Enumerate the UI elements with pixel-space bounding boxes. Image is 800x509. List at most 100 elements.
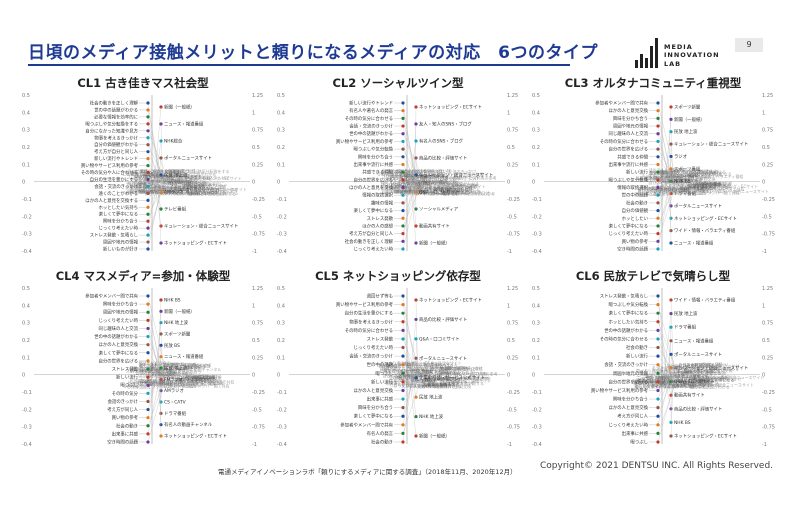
left-callout-label: 自分の世界を広げる (608, 146, 648, 153)
left-axis-tick: 0 (22, 180, 25, 186)
right-callout-label: ドラマ番組 (674, 190, 697, 197)
cluster-label: 世の中の話題 (399, 371, 423, 377)
callout-marker (401, 363, 405, 367)
cluster-label: 世の中の話題がわかる (439, 181, 479, 187)
left-callout-label: 興味を分かち合う (358, 404, 393, 411)
cluster-label: 会話のきっかけ (135, 369, 163, 375)
right-axis-tick: 1 (762, 303, 765, 309)
cluster-label: NHK 地上波 (430, 364, 452, 370)
callout-marker (656, 302, 660, 307)
cluster-label: 買い物やサービス利用の参考 (408, 366, 460, 372)
cluster-label: 自分の世界を広げる (643, 383, 679, 389)
left-callout-label: 世の中の話題 (622, 192, 649, 199)
callout-marker (401, 101, 405, 105)
cluster-label: ストレス発散・気晴らし (657, 364, 701, 370)
callout-leader (657, 356, 674, 375)
left-callout-label: 考え方が同じ人 (617, 413, 648, 420)
cluster-label: 周囲や地元の情報 (634, 379, 666, 385)
callout-leader (147, 144, 167, 184)
callout-leader (670, 354, 675, 376)
callout-marker (656, 208, 660, 213)
cluster-label: 買い物やサービス利用の参考 (656, 379, 708, 385)
cluster-label: 暇つぶし (140, 363, 156, 368)
callout-marker (146, 343, 150, 347)
cluster-label: 必要な情報を効率的に (184, 181, 224, 187)
cluster-label: スポーツ番組 (640, 184, 664, 190)
cluster-label: ニュース・報道番組 (154, 381, 190, 387)
cluster-label: 参加者やメンバー間で共有 (168, 374, 216, 380)
cluster-label: ほかの人と意見交換 (679, 175, 715, 181)
cluster-label: AMラジオ (136, 181, 154, 187)
cluster-label: ほかの人と意見交換 (138, 380, 174, 386)
callout-marker (401, 371, 405, 375)
left-callout-label: 考え方が同じ人 (107, 406, 138, 413)
cluster-label: 世の中の話題 (656, 175, 680, 181)
callout-marker (656, 320, 660, 324)
right-callout-label: 民放 地上波 (164, 172, 188, 179)
cluster-label: 趣味の情報 (413, 186, 433, 192)
cluster-label: 参加者やメンバー間で共有 (186, 378, 234, 384)
callout-marker (656, 371, 660, 375)
cluster-label: 買い物やサービス利用の参考 (445, 174, 497, 180)
callout-leader (663, 374, 672, 409)
cluster-label: ラジオ (698, 187, 710, 193)
cluster-label: 世の中の話題がわかる (150, 366, 190, 372)
right-callout-label: CS・CATV (164, 400, 186, 406)
cluster-label: 新しい流行 (694, 362, 714, 368)
cluster-label: ポータルニュースサイト (665, 373, 709, 379)
left-axis-tick: -0.1 (532, 390, 542, 396)
right-axis-tick: -0.25 (252, 197, 265, 203)
cluster-label: 動画共有サイト (646, 374, 674, 380)
page-number: 9 (735, 38, 763, 52)
title-underline (28, 64, 570, 66)
callout-leader (402, 149, 422, 184)
left-axis-tick: -0.2 (22, 214, 32, 220)
callout-leader (410, 372, 417, 398)
cluster-label: ストレス発散 (401, 383, 425, 389)
right-axis-tick: -0.5 (507, 214, 517, 220)
left-callout-label: 会話のきっかけ (108, 398, 139, 405)
callout-leader (412, 184, 417, 227)
right-callout-label: スポーツ番組 (674, 165, 701, 172)
cluster-label: 暇つぶしや気分転換 (660, 171, 696, 177)
left-callout-label: 自分の価値観 (622, 207, 649, 214)
cluster-label: 動画共有サイト (634, 383, 662, 389)
left-axis-tick: 0.1 (22, 162, 30, 168)
left-callout-label: 共感できる仲間 (617, 153, 648, 160)
left-callout-label: 新しい流行 (626, 169, 649, 176)
right-axis-tick: 0.75 (762, 128, 773, 134)
right-callout-label: 新聞（一般紙） (419, 240, 450, 247)
cluster-label: ほかの人と意見交換 (383, 372, 419, 378)
cluster-label: 自分の世界を広げる (152, 370, 188, 376)
callout-leader (415, 157, 418, 180)
left-axis-tick: -0.1 (22, 390, 32, 396)
callout-marker (146, 136, 150, 140)
right-callout-label: ネットショッピング・ECサイト (674, 433, 737, 440)
cluster-label: 楽しくて夢中になる (676, 377, 712, 383)
left-callout-label: 周囲や地元の情報 (103, 239, 139, 246)
callout-marker (656, 431, 660, 436)
cluster-label: キュレーション・総合ニュースサイト (686, 381, 754, 387)
cluster-label: じっくり考えたい時 (380, 360, 416, 366)
callout-leader (402, 185, 413, 242)
cluster-label: 楽しくて夢中になる (635, 383, 671, 389)
logo-bars-icon (635, 38, 658, 68)
callout-leader (159, 375, 162, 437)
left-axis-tick: 0.4 (532, 303, 540, 309)
callout-leader (402, 372, 416, 417)
cluster-label: 商品の比較・評価サイト (447, 377, 491, 383)
left-axis-tick: -0.1 (277, 197, 287, 203)
cluster-label: 有名人の動画チャンネル (145, 372, 189, 378)
left-callout-label: 興味を分かち合う (613, 115, 648, 122)
cluster-label: ホッとしたい気持ち (675, 381, 711, 387)
cluster-label: ニュース・報道番組 (636, 374, 672, 380)
cluster-label: 社会の動きを正しく理解 (384, 173, 428, 179)
cluster-label: ネットショッピング・ECサイト (647, 173, 704, 179)
cluster-label: 自分の世界を広げる (667, 362, 703, 368)
panel-title: CL4 マスメディア=参加・体験型 (55, 269, 231, 283)
left-callout-label: 出来事に共感 (112, 430, 139, 437)
callout-leader (147, 109, 163, 184)
cluster-label: 空き時間の話題 (694, 171, 722, 177)
cluster-label: 企業の商品・サービス公式サイト (389, 377, 449, 383)
cluster-label: 週回せず等も (445, 365, 469, 371)
